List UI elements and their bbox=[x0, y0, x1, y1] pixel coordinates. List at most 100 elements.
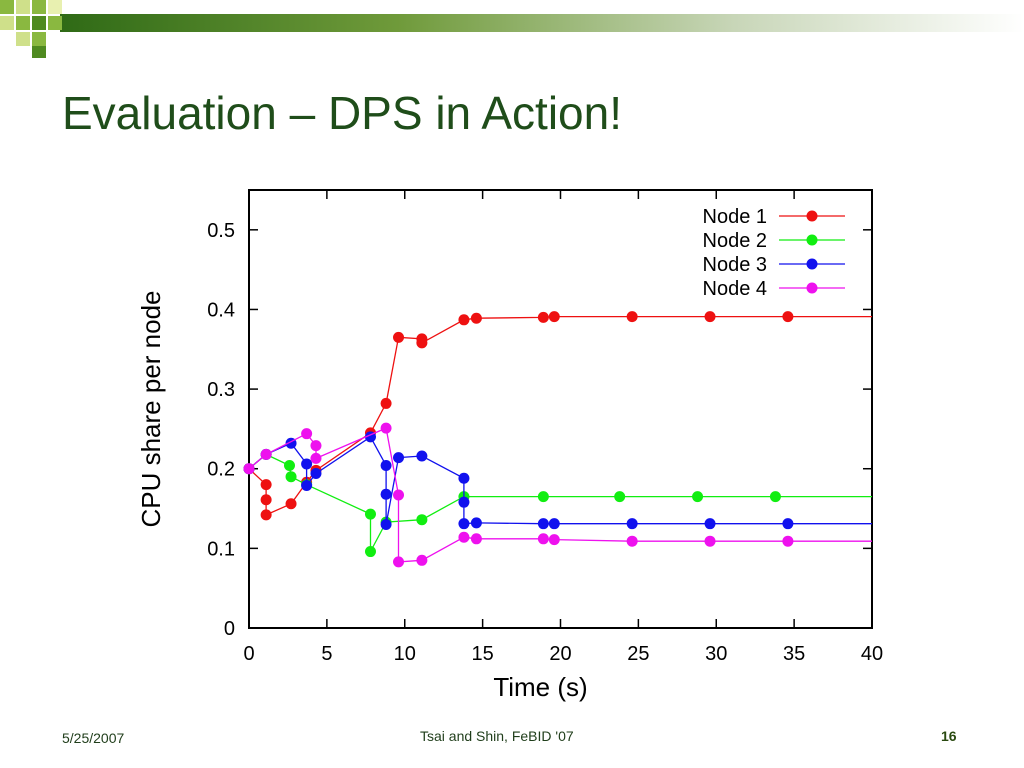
data-point bbox=[704, 518, 716, 530]
x-tick-label: 40 bbox=[861, 643, 883, 665]
series-4 bbox=[243, 422, 872, 568]
page-number: 16 bbox=[941, 728, 957, 744]
data-point bbox=[380, 518, 392, 530]
data-point bbox=[243, 463, 255, 475]
data-point bbox=[260, 448, 272, 460]
data-point bbox=[393, 331, 405, 343]
series-3 bbox=[243, 431, 872, 530]
slide-title: Evaluation – DPS in Action! bbox=[62, 87, 622, 139]
header-square bbox=[16, 16, 30, 30]
data-point bbox=[626, 311, 638, 323]
data-point bbox=[614, 491, 626, 503]
data-point bbox=[380, 397, 392, 409]
data-point bbox=[301, 458, 313, 470]
data-point bbox=[260, 479, 272, 491]
series-line bbox=[248, 453, 872, 552]
slide-header-decoration bbox=[0, 0, 1024, 58]
legend-marker bbox=[806, 258, 818, 270]
legend-label: Node 3 bbox=[703, 254, 768, 276]
data-point bbox=[380, 488, 392, 500]
footer-credit: Tsai and Shin, FeBID '07 bbox=[420, 728, 574, 744]
series-line bbox=[248, 435, 872, 525]
data-point bbox=[782, 518, 794, 530]
data-point bbox=[704, 311, 716, 323]
data-point bbox=[458, 531, 470, 543]
legend-label: Node 4 bbox=[703, 278, 768, 300]
data-point bbox=[782, 535, 794, 547]
y-tick-label: 0.1 bbox=[207, 538, 235, 560]
header-square bbox=[0, 16, 14, 30]
data-point bbox=[393, 452, 405, 464]
x-tick-label: 35 bbox=[783, 643, 805, 665]
legend-marker bbox=[806, 234, 818, 246]
data-point bbox=[416, 514, 428, 526]
data-point bbox=[769, 491, 781, 503]
data-point bbox=[416, 450, 428, 462]
x-tick-label: 5 bbox=[321, 643, 332, 665]
series-line bbox=[248, 315, 872, 516]
x-tick-label: 30 bbox=[705, 643, 727, 665]
header-gradient-bar bbox=[60, 14, 1024, 32]
data-point bbox=[380, 460, 392, 472]
x-axis-label: Time (s) bbox=[493, 672, 587, 702]
x-tick-label: 25 bbox=[627, 643, 649, 665]
y-axis-label: CPU share per node bbox=[136, 290, 166, 527]
data-point bbox=[782, 311, 794, 323]
data-point bbox=[260, 494, 272, 506]
legend-label: Node 1 bbox=[703, 206, 768, 228]
data-point bbox=[364, 508, 376, 520]
data-point bbox=[548, 518, 560, 530]
legend-label: Node 2 bbox=[703, 230, 768, 252]
data-point bbox=[470, 312, 482, 324]
data-point bbox=[470, 517, 482, 529]
data-point bbox=[548, 534, 560, 546]
data-point bbox=[458, 496, 470, 508]
header-square bbox=[16, 32, 30, 46]
data-point bbox=[285, 471, 297, 483]
data-point bbox=[310, 468, 322, 480]
data-point bbox=[537, 491, 549, 503]
data-point bbox=[283, 460, 295, 472]
legend-marker bbox=[806, 282, 818, 294]
data-point bbox=[537, 533, 549, 545]
data-point bbox=[380, 422, 392, 434]
data-point bbox=[458, 314, 470, 326]
data-point bbox=[458, 518, 470, 530]
data-point bbox=[458, 472, 470, 484]
header-square bbox=[32, 0, 46, 14]
data-point bbox=[626, 518, 638, 530]
header-square bbox=[0, 0, 14, 14]
data-point bbox=[301, 428, 313, 440]
x-tick-label: 0 bbox=[243, 643, 254, 665]
data-point bbox=[470, 533, 482, 545]
header-square bbox=[48, 0, 62, 14]
data-point bbox=[260, 509, 272, 521]
header-square bbox=[48, 16, 62, 30]
footer-date: 5/25/2007 bbox=[62, 730, 125, 746]
y-tick-label: 0.5 bbox=[207, 220, 235, 242]
legend-marker bbox=[806, 210, 818, 222]
header-square bbox=[32, 32, 46, 46]
y-tick-label: 0 bbox=[224, 618, 235, 640]
data-point bbox=[364, 546, 376, 558]
header-square bbox=[16, 0, 30, 14]
x-tick-label: 15 bbox=[472, 643, 494, 665]
data-point bbox=[301, 479, 313, 491]
data-point bbox=[704, 535, 716, 547]
y-tick-label: 0.2 bbox=[207, 459, 235, 481]
y-tick-label: 0.4 bbox=[207, 299, 235, 321]
header-square bbox=[32, 46, 46, 58]
series-1 bbox=[243, 311, 872, 521]
data-point bbox=[393, 556, 405, 568]
x-tick-label: 10 bbox=[394, 643, 416, 665]
data-point bbox=[310, 452, 322, 464]
header-square bbox=[32, 16, 46, 30]
data-point bbox=[310, 440, 322, 452]
y-tick-label: 0.3 bbox=[207, 379, 235, 401]
plot-frame bbox=[248, 189, 873, 629]
data-point bbox=[537, 518, 549, 530]
data-point bbox=[537, 311, 549, 323]
data-point bbox=[548, 311, 560, 323]
